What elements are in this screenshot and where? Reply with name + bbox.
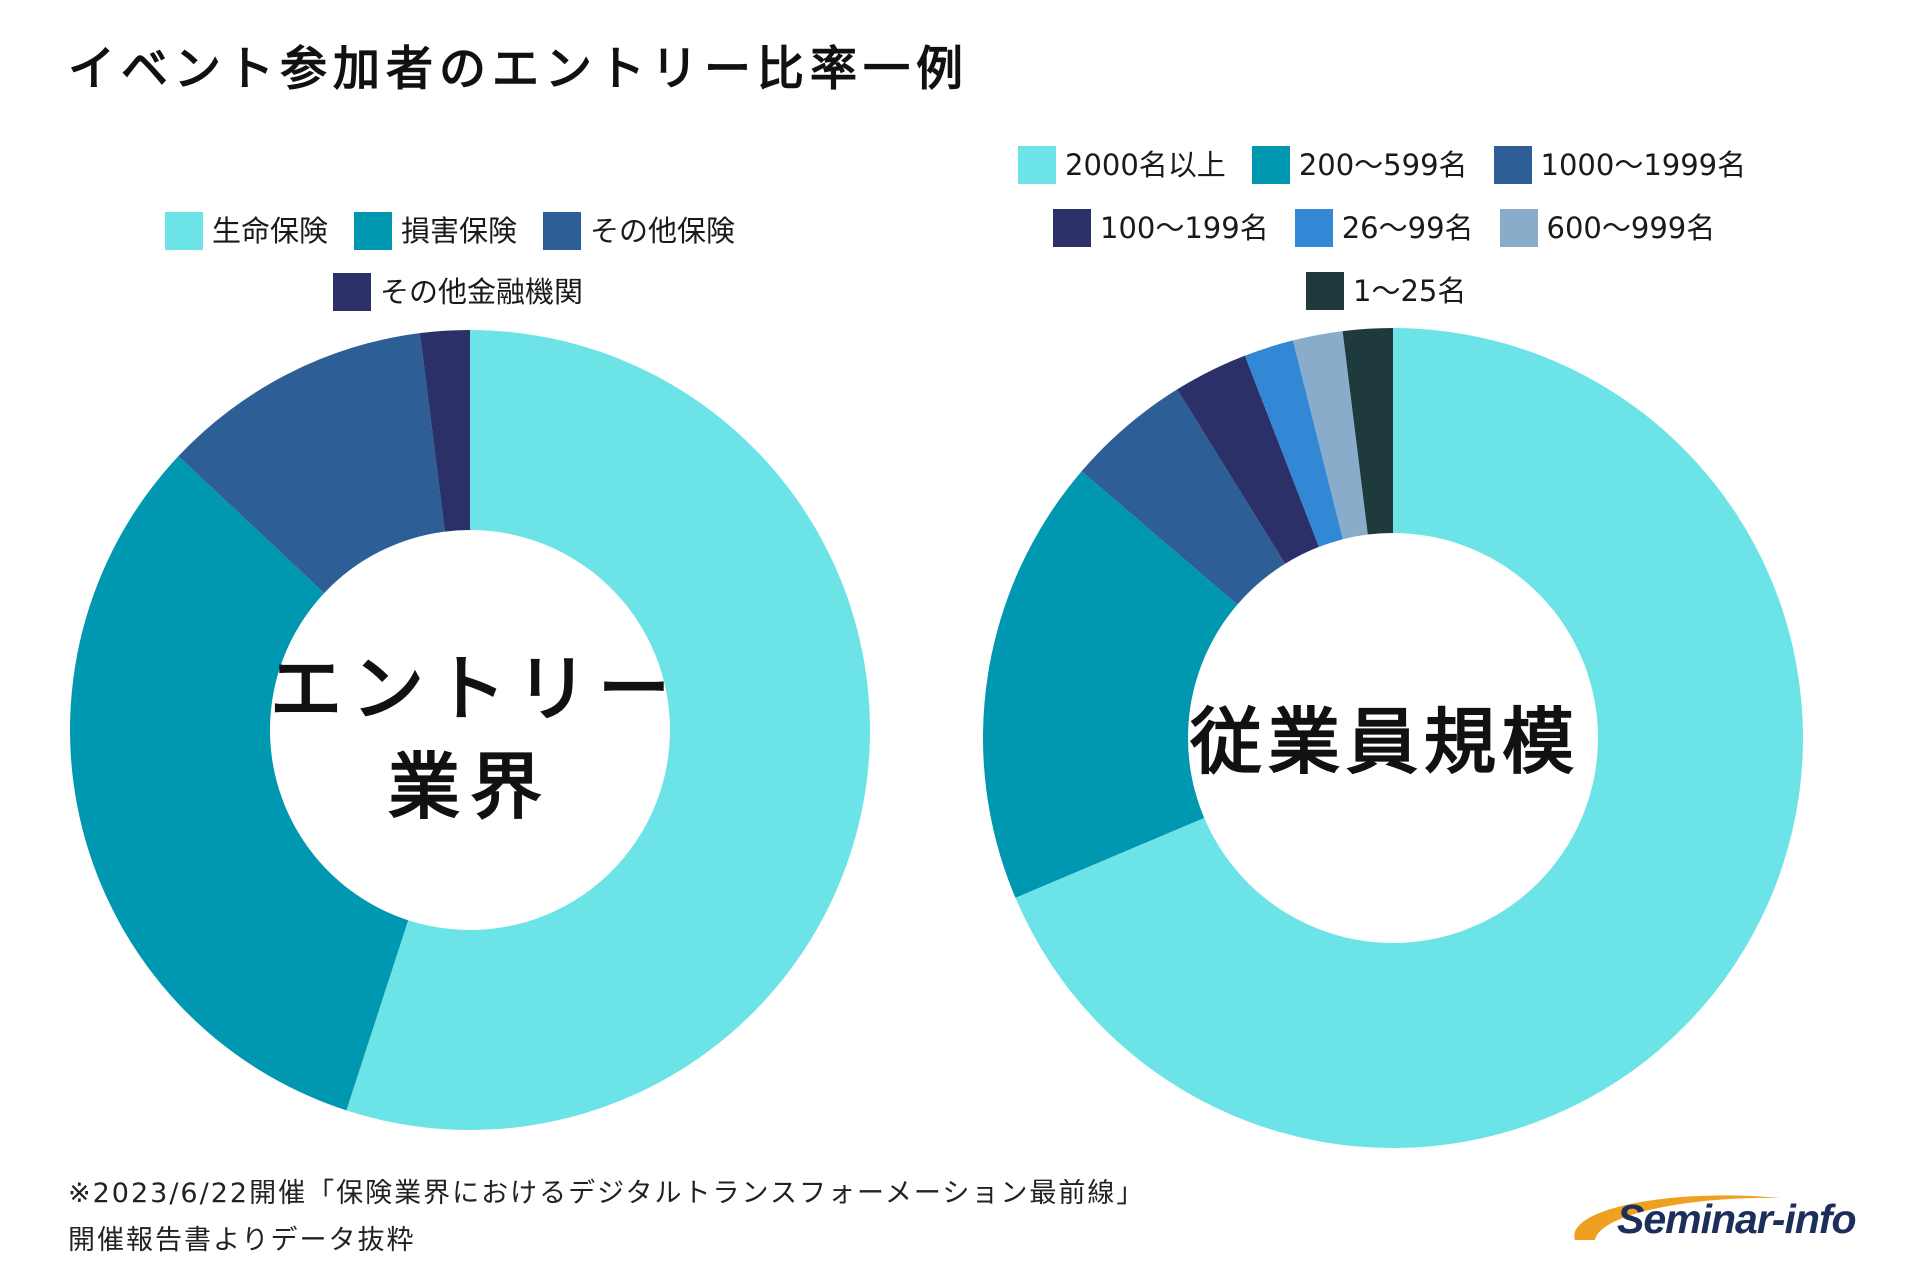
legend-item: 600〜999名 <box>1499 209 1716 247</box>
donut-slice-company-size-1 <box>983 471 1238 898</box>
legend-item: 100〜199名 <box>1053 209 1269 247</box>
legend-swatch <box>1294 209 1333 247</box>
logo-swoosh-icon <box>1574 1195 1780 1240</box>
legend-label: その他金融機関 <box>380 275 584 309</box>
legend-item: 損害保険 <box>354 212 517 250</box>
donut-slice-company-size-2 <box>1081 389 1286 605</box>
legend-label: その他保険 <box>590 214 736 248</box>
donut-company-size <box>983 328 1803 1148</box>
legend-item: その他金融機関 <box>333 273 583 311</box>
legend-item: 2000名以上 <box>1018 146 1226 184</box>
legend-swatch <box>354 212 393 250</box>
legend-label: 1000〜1999名 <box>1540 148 1747 182</box>
center-label-line: 業界 <box>387 745 552 829</box>
donut-slice-company-size-4 <box>1244 340 1343 547</box>
legend-item: 生命保険 <box>165 212 328 250</box>
legend-item: 1〜25名 <box>1306 272 1466 310</box>
legend-swatch <box>543 212 582 250</box>
legend-label: 生命保険 <box>212 214 329 248</box>
donut-slice-company-size-6 <box>1342 328 1393 535</box>
donut-center-label-company-size: 従業員規模 <box>1160 697 1610 787</box>
footnote-line: 開催報告書よりデータ抜粋 <box>68 1225 416 1256</box>
center-label-line: エントリー <box>270 647 681 731</box>
legend-swatch <box>1018 146 1056 184</box>
source-footnote: ※2023/6/22開催「保険業界におけるデジタルトランスフォーメーション最前線… <box>68 1170 1145 1264</box>
legend-item: 200〜599名 <box>1251 146 1468 184</box>
donut-industry <box>69 330 871 1130</box>
legend-swatch <box>1306 272 1344 310</box>
seminar-info-logo[interactable]: Seminar-info <box>1565 1178 1885 1258</box>
footnote-line: ※2023/6/22開催「保険業界におけるデジタルトランスフォーメーション最前線… <box>68 1178 1146 1209</box>
donut-slice-company-size-3 <box>1177 355 1319 564</box>
legend-label: 1〜25名 <box>1353 274 1467 308</box>
legend-swatch <box>333 273 371 311</box>
legend-item: 26〜99名 <box>1294 209 1474 247</box>
donut-center-label-industry: エントリー 業界 <box>270 640 670 836</box>
legend-label: 26〜99名 <box>1341 211 1474 245</box>
logo-text: Seminar-info <box>1617 1196 1857 1242</box>
donut-slice-industry-0 <box>346 330 871 1130</box>
legend-label: 損害保険 <box>401 214 518 248</box>
center-label-line: 従業員規模 <box>1189 700 1580 784</box>
donut-slice-company-size-0 <box>1015 328 1803 1148</box>
donut-slice-industry-3 <box>419 330 470 532</box>
donut-slice-industry-2 <box>178 333 445 594</box>
legend-item: その他保険 <box>543 212 735 250</box>
legend-label: 100〜199名 <box>1100 211 1269 245</box>
legend-swatch <box>1499 209 1538 247</box>
donut-slice-company-size-5 <box>1292 331 1368 540</box>
legend-label: 200〜599名 <box>1298 148 1468 182</box>
donut-slice-industry-1 <box>69 456 409 1111</box>
legend-swatch <box>1251 146 1290 184</box>
legend-swatch <box>1053 209 1091 247</box>
legend-swatch <box>1493 146 1532 184</box>
legend-swatch <box>165 212 203 250</box>
legend-label: 600〜999名 <box>1546 211 1716 245</box>
chart-title: イベント参加者のエントリー比率一例 <box>68 42 969 97</box>
legend-label: 2000名以上 <box>1065 148 1226 182</box>
legend-item: 1000〜1999名 <box>1493 146 1747 184</box>
